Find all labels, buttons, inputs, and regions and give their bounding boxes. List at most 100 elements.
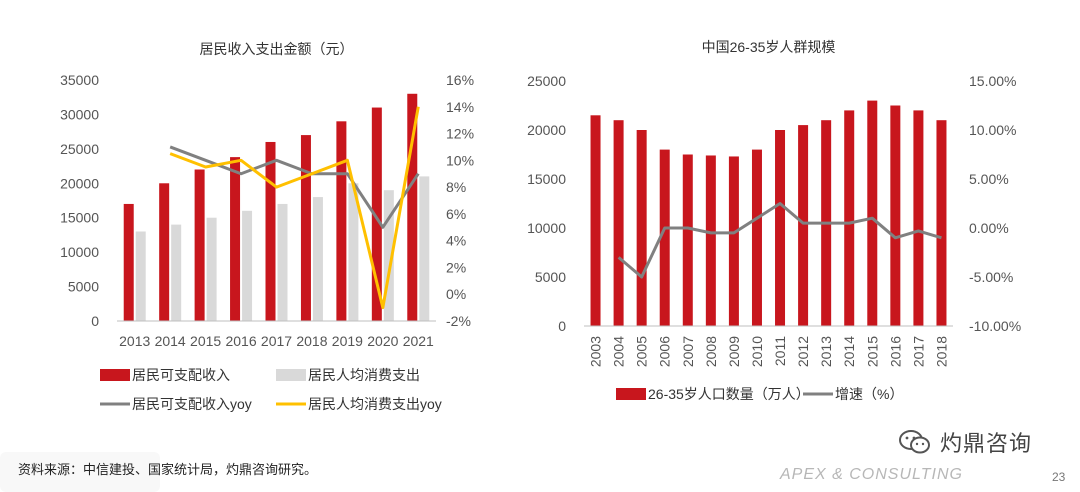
y2-tick-label: 5.00% xyxy=(969,171,1009,187)
y2-tick-label: -5.00% xyxy=(969,269,1013,285)
chart-title: 居民收入支出金额（元） xyxy=(200,41,354,57)
y-tick-label: 5000 xyxy=(68,279,99,295)
bar xyxy=(407,93,418,322)
page-number: 23 xyxy=(1052,470,1066,484)
chart-population: 中国26-35岁人群规模 0 5000 10000 15000 20000 25000 -10… xyxy=(527,39,1021,402)
bar xyxy=(336,121,347,321)
bar xyxy=(613,120,624,326)
legend-label: 增速（%） xyxy=(835,386,903,402)
x-tick-label: 2014 xyxy=(841,336,857,367)
x-tick-label: 2013 xyxy=(818,336,834,367)
y2-tick-label: 6% xyxy=(446,206,466,222)
bar xyxy=(265,141,276,321)
x-tick-label: 2013 xyxy=(119,333,150,349)
legend-swatch xyxy=(100,369,130,381)
bar xyxy=(798,125,809,326)
bar xyxy=(705,155,716,326)
source-note: 资料来源：中信建投、国家统计局，灼鼎咨询研究。 xyxy=(18,462,318,477)
legend-label: 居民可支配收入 xyxy=(132,367,230,383)
legend-swatch xyxy=(616,388,646,400)
y-tick-label: 15000 xyxy=(527,171,566,187)
x-tick-label: 2021 xyxy=(403,333,434,349)
bar xyxy=(159,183,170,321)
bar xyxy=(419,176,430,321)
x-tick-label: 2005 xyxy=(634,336,650,367)
y-tick-label: 25000 xyxy=(60,141,99,157)
bar xyxy=(728,156,739,326)
x-tick-label: 2015 xyxy=(864,336,880,367)
y-tick-label: 0 xyxy=(91,313,99,329)
legend-swatch xyxy=(276,369,306,381)
y-tick-label: 10000 xyxy=(527,220,566,236)
x-tick-label: 2020 xyxy=(367,333,398,349)
y-tick-label: 20000 xyxy=(60,175,99,191)
y-tick-label: 0 xyxy=(558,318,566,334)
legend-label: 居民人均消费支出yoy xyxy=(308,396,442,412)
y-tick-label: 5000 xyxy=(535,269,566,285)
y2-tick-label: 10% xyxy=(446,152,474,168)
y2-tick-label: -10.00% xyxy=(969,318,1021,334)
bar xyxy=(751,149,762,326)
x-tick-label: 2016 xyxy=(225,333,256,349)
bar xyxy=(123,203,134,321)
chart-title: 中国26-35岁人群规模 xyxy=(702,39,836,55)
x-tick-label: 2010 xyxy=(749,336,765,367)
y2-tick-label: 10.00% xyxy=(969,122,1016,138)
x-tick-label: 2008 xyxy=(703,336,719,367)
y-tick-label: 30000 xyxy=(60,106,99,122)
bar xyxy=(936,120,947,326)
wechat-icon xyxy=(899,430,930,454)
y2-tick-label: 14% xyxy=(446,99,474,115)
bar xyxy=(775,130,786,326)
y2-tick-label: 0.00% xyxy=(969,220,1009,236)
bar xyxy=(371,107,382,322)
x-tick-label: 2006 xyxy=(657,336,673,367)
bar xyxy=(171,224,182,321)
bar xyxy=(844,110,855,327)
y2-tick-label: 12% xyxy=(446,126,474,142)
x-tick-label: 2009 xyxy=(726,336,742,367)
x-tick-label: 2007 xyxy=(680,336,696,367)
bar xyxy=(682,154,693,326)
x-tick-label: 2017 xyxy=(261,333,292,349)
y2-tick-label: 8% xyxy=(446,179,466,195)
y2-tick-label: 0% xyxy=(446,286,466,302)
x-tick-label: 2018 xyxy=(933,336,949,367)
x-tick-label: 2019 xyxy=(332,333,363,349)
y2-tick-label: -2% xyxy=(446,313,471,329)
brand-block: 灼鼎咨询 xyxy=(898,426,1032,458)
bar xyxy=(590,115,601,326)
x-tick-label: 2012 xyxy=(795,336,811,367)
bar xyxy=(300,135,311,321)
bar xyxy=(383,190,394,321)
bar xyxy=(242,210,253,321)
bar xyxy=(206,217,217,321)
y-tick-label: 20000 xyxy=(527,122,566,138)
legend-label: 居民人均消费支出 xyxy=(308,367,420,383)
x-tick-label: 2014 xyxy=(155,333,186,349)
bar xyxy=(230,157,241,321)
y2-tick-label: 16% xyxy=(446,72,474,88)
y2-tick-label: 15.00% xyxy=(969,73,1016,89)
bar xyxy=(194,169,205,321)
x-tick-label: 2004 xyxy=(611,336,627,367)
brand-english: APEX & CONSULTING xyxy=(780,466,963,483)
x-tick-label: 2018 xyxy=(296,333,327,349)
watermark xyxy=(0,452,160,492)
y-tick-label: 10000 xyxy=(60,244,99,260)
y2-tick-label: 4% xyxy=(446,233,466,249)
bar xyxy=(348,183,359,321)
chart-income-expense: 居民收入支出金额（元） 0 5000 10000 15000 20000 25000 3000… xyxy=(60,41,474,412)
series-line xyxy=(169,106,420,310)
bar xyxy=(312,197,323,321)
legend-label: 26-35岁人口数量（万人） xyxy=(648,386,810,402)
series-line xyxy=(617,202,942,279)
y-tick-label: 15000 xyxy=(60,210,99,226)
x-tick-label: 2011 xyxy=(772,336,788,366)
legend-label: 居民可支配收入yoy xyxy=(132,396,252,412)
y2-tick-label: 2% xyxy=(446,259,466,275)
series-line xyxy=(169,145,420,229)
bar xyxy=(636,130,647,326)
x-tick-label: 2003 xyxy=(588,336,604,367)
